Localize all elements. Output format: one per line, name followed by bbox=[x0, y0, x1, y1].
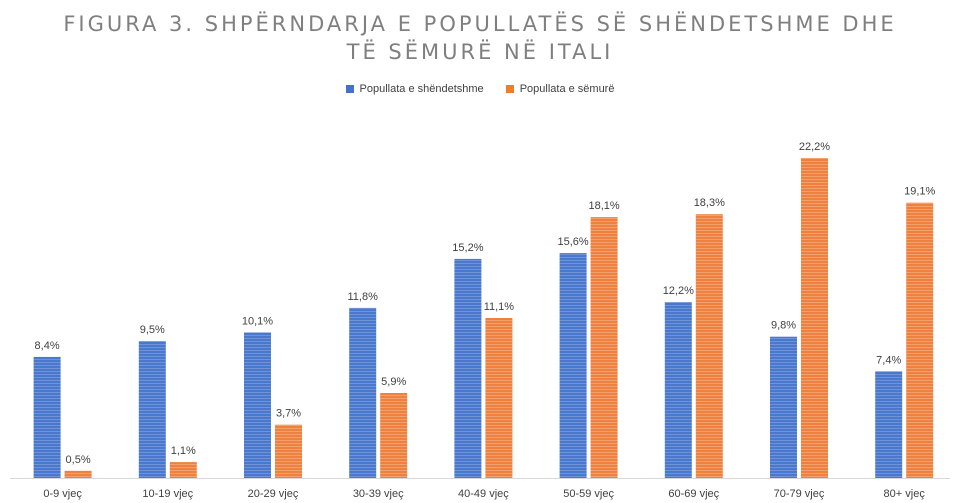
bar-sick-1 bbox=[169, 462, 197, 478]
legend-swatch-sick bbox=[505, 85, 514, 93]
x-tick-label-4: 40-49 vjeç bbox=[458, 488, 509, 500]
x-tick-label-1: 10-19 vjeç bbox=[142, 488, 193, 500]
data-label-healthy-5: 15,6% bbox=[557, 236, 588, 248]
chart-title-line-1: FIGURA 3. SHPËRNDARJA E POPULLATËS SË SH… bbox=[63, 12, 897, 36]
bar-sick-6 bbox=[695, 214, 723, 478]
x-tick-label-8: 80+ vjeç bbox=[884, 488, 926, 500]
legend-item-sick: Popullata e sëmurë bbox=[505, 83, 615, 95]
bars-group bbox=[33, 158, 934, 478]
bar-healthy-1 bbox=[138, 341, 166, 478]
bar-healthy-6 bbox=[664, 302, 692, 478]
bar-sick-4 bbox=[485, 318, 513, 478]
legend-item-healthy: Popullata e shëndetshme bbox=[345, 83, 484, 95]
data-label-sick-2: 3,7% bbox=[276, 408, 301, 420]
data-label-healthy-0: 8,4% bbox=[35, 340, 60, 352]
legend-label-healthy: Popullata e shëndetshme bbox=[359, 83, 484, 95]
x-tick-label-0: 0-9 vjeç bbox=[43, 488, 82, 500]
bar-healthy-4 bbox=[454, 258, 482, 478]
bar-sick-2 bbox=[275, 424, 302, 478]
bar-healthy-0 bbox=[33, 356, 61, 478]
bar-healthy-5 bbox=[559, 253, 587, 478]
data-label-sick-7: 22,2% bbox=[799, 141, 830, 153]
chart-title-line-2: TË SËMURË NË ITALI bbox=[346, 40, 614, 64]
chart-title: FIGURA 3. SHPËRNDARJA E POPULLATËS SË SH… bbox=[0, 10, 960, 66]
labels-group: 8,4% 0,5% 0-9 vjeç 9,5% 1,1% 10-19 vjeç 10,1% 3… bbox=[35, 141, 936, 500]
legend-label-sick: Popullata e sëmurë bbox=[519, 83, 615, 95]
data-label-sick-6: 18,3% bbox=[694, 197, 725, 209]
x-tick-label-2: 20-29 vjeç bbox=[248, 488, 299, 500]
data-label-healthy-1: 9,5% bbox=[140, 324, 165, 336]
data-label-sick-4: 11,1% bbox=[484, 301, 515, 313]
bar-sick-5 bbox=[590, 217, 618, 478]
chart-legend: Popullata e shëndetshme Popullata e sëmu… bbox=[0, 83, 960, 95]
bar-healthy-2 bbox=[244, 332, 271, 478]
bar-sick-0 bbox=[64, 470, 92, 478]
x-tick-label-7: 70-79 vjeç bbox=[774, 488, 825, 500]
legend-swatch-healthy bbox=[345, 85, 354, 93]
data-label-healthy-6: 12,2% bbox=[663, 285, 694, 297]
x-tick-label-6: 60-69 vjeç bbox=[668, 488, 719, 500]
data-label-sick-8: 19,1% bbox=[904, 186, 935, 198]
data-label-healthy-4: 15,2% bbox=[452, 242, 483, 254]
x-tick-label-3: 30-39 vjeç bbox=[353, 488, 404, 500]
data-label-sick-1: 1,1% bbox=[171, 445, 196, 457]
data-label-healthy-8: 7,4% bbox=[876, 354, 901, 366]
bar-sick-8 bbox=[906, 202, 934, 478]
data-label-healthy-3: 11,8% bbox=[348, 291, 379, 303]
bar-sick-3 bbox=[380, 393, 408, 478]
data-label-sick-3: 5,9% bbox=[381, 376, 406, 388]
data-label-sick-5: 18,1% bbox=[588, 200, 619, 212]
bar-healthy-7 bbox=[770, 336, 797, 478]
bar-healthy-8 bbox=[875, 371, 903, 478]
bar-sick-7 bbox=[801, 158, 828, 478]
data-label-healthy-7: 9,8% bbox=[771, 320, 796, 332]
data-label-healthy-2: 10,1% bbox=[242, 315, 273, 327]
bar-healthy-3 bbox=[349, 307, 377, 478]
x-tick-label-5: 50-59 vjeç bbox=[563, 488, 614, 500]
data-label-sick-0: 0,5% bbox=[66, 454, 91, 466]
